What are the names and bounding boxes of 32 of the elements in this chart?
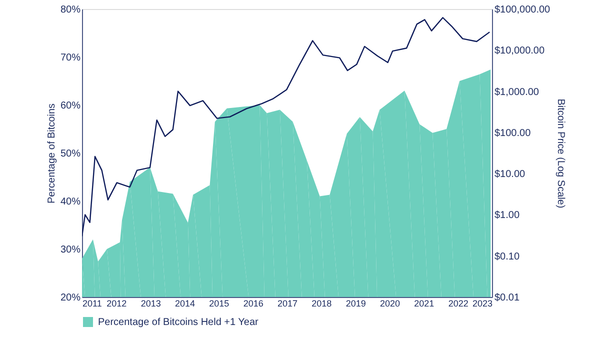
y-tick-label: 60%: [60, 100, 81, 112]
y-tick-label: 30%: [60, 244, 81, 256]
y-tick-label: 50%: [60, 148, 81, 160]
y2-tick-label: $0.10: [494, 251, 520, 262]
y2-tick-label: $100,000.00: [494, 4, 551, 16]
y2-tick-label: $1,000.00: [494, 86, 540, 98]
y2-tick-label: $0.01: [494, 292, 520, 304]
x-tick-label: 2012: [106, 298, 127, 308]
y2-axis-title: Bitcoin Price (Log Scale): [555, 98, 566, 208]
line-series: [82, 17, 490, 237]
x-tick-label: 2017: [277, 298, 298, 308]
y-tick-label: 80%: [60, 4, 81, 16]
x-tick-label: 2022: [448, 298, 468, 308]
x-tick-label: 2020: [380, 298, 400, 308]
x-tick-label: 2021: [414, 298, 434, 308]
y-axis-title: Percentage of Bitcoins: [46, 103, 58, 204]
y-tick-label: 70%: [60, 52, 81, 64]
x-tick-label: 2016: [243, 298, 264, 308]
x-tick-label: 2011: [82, 298, 102, 308]
x-tick-label: 2023: [472, 298, 492, 308]
y2-tick-label: $1.00: [494, 210, 520, 222]
x-tick-label: 2019: [346, 298, 366, 308]
x-tick-label: 2014: [174, 298, 196, 308]
x-tick-label: 2013: [140, 298, 161, 308]
y2-tick-label: $10,000.00: [494, 46, 545, 57]
x-tick-label: 2018: [312, 298, 332, 308]
y-tick-label: 40%: [60, 196, 81, 208]
y2-tick-label: $10.00: [494, 169, 526, 180]
legend-label: Percentage of Bitcoins Held +1 Year: [98, 317, 260, 328]
y2-tick-label: $100.00: [494, 128, 532, 139]
y-tick-label: 20%: [60, 292, 81, 304]
x-tick-label: 2015: [209, 298, 230, 308]
